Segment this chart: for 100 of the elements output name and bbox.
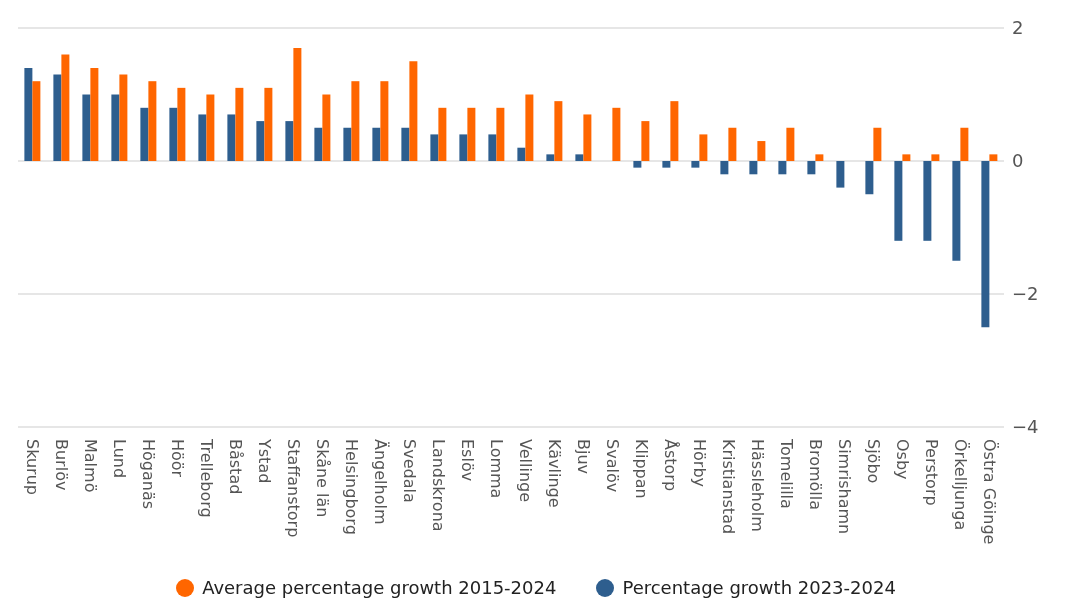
x-tick-label: Bjuv [574,439,593,475]
bar [61,54,70,161]
bar [815,154,824,161]
x-tick-label: Ystad [255,438,274,484]
x-tick-label: Trelleborg [197,438,216,518]
x-tick-label: Klippan [632,439,651,499]
bar [343,127,352,161]
bar [285,121,294,161]
bar [148,81,157,161]
x-tick-label: Höganäs [139,439,158,510]
x-tick-label: Skurup [23,439,42,495]
bar [583,114,592,161]
x-tick-label: Östra Göinge [980,439,999,545]
bar [111,94,120,161]
x-tick-label: Båstad [226,439,245,495]
bar [314,127,323,161]
x-tick-label: Burlöv [52,439,71,491]
bar [82,94,91,161]
bar [256,121,265,161]
x-tick-label: Kristianstad [719,439,738,535]
bar [177,87,186,161]
bar [960,127,969,161]
bar [699,134,708,161]
bar [612,107,621,161]
bar [836,161,845,188]
bar [293,47,302,161]
x-tick-label: Svalöv [603,439,622,493]
bar [989,154,998,161]
bar [488,134,497,161]
x-tick-label: Hässleholm [748,439,767,532]
bar [641,121,650,161]
x-tick-label: Perstorp [922,439,941,506]
bar [525,94,534,161]
bar [517,147,526,161]
x-tick-label: Helsingborg [342,439,361,535]
bar [749,161,758,175]
bar [322,94,331,161]
bar [757,141,766,161]
x-tick-label: Lund [110,439,129,479]
bar [865,161,874,195]
bar [53,74,62,161]
bar [691,161,700,168]
x-tick-label: Ängelholm [371,439,390,525]
x-tick-label: Vellinge [516,439,535,503]
bar [931,154,940,161]
bar [198,114,207,161]
bar [372,127,381,161]
bar [902,154,911,161]
x-tick-label: Lomma [487,439,506,499]
bar [380,81,389,161]
bar [206,94,215,161]
x-tick-label: Sjöbo [864,439,883,484]
bar [786,127,795,161]
bar [24,67,33,161]
legend-label: Average percentage growth 2015-2024 [201,577,557,598]
x-tick-label: Kävlinge [545,439,564,508]
bar [438,107,447,161]
bar [227,114,236,161]
bar [467,107,476,161]
bar [728,127,737,161]
y-tick-label: 2 [1012,17,1024,39]
bar [662,161,671,168]
bar [169,107,178,161]
bar [981,161,990,328]
bar [264,87,273,161]
bar [409,61,418,161]
bar [873,127,882,161]
bar [575,154,584,161]
bar [235,87,244,161]
bar [351,81,360,161]
bar [90,67,99,161]
bar [670,101,679,161]
bar [496,107,505,161]
bar [459,134,468,161]
x-tick-label: Åstorp [661,439,680,492]
bar [807,161,816,175]
legend-label: Percentage growth 2023-2024 [621,577,896,598]
bar [633,161,642,168]
bar [32,81,41,161]
bar [430,134,439,161]
x-tick-label: Bromölla [806,439,825,511]
x-tick-label: Landskrona [429,439,448,532]
bar [923,161,932,241]
bar [952,161,961,261]
bar [720,161,729,175]
x-tick-label: Örkelljunga [951,439,970,531]
x-tick-label: Svedala [400,439,419,503]
x-tick-label: Malmö [81,439,100,493]
x-tick-label: Staffanstorp [284,439,303,538]
x-tick-label: Osby [893,439,912,480]
bar [119,74,128,161]
x-tick-label: Hörby [690,439,709,488]
x-tick-label: Tomelilla [777,438,796,509]
bar [546,154,555,161]
x-tick-label: Skåne län [313,439,332,518]
x-tick-label: Simrishamn [835,439,854,535]
bar [401,127,410,161]
x-tick-label: Eslöv [458,439,477,482]
y-tick-label: −2 [1012,283,1039,305]
bar [778,161,787,175]
